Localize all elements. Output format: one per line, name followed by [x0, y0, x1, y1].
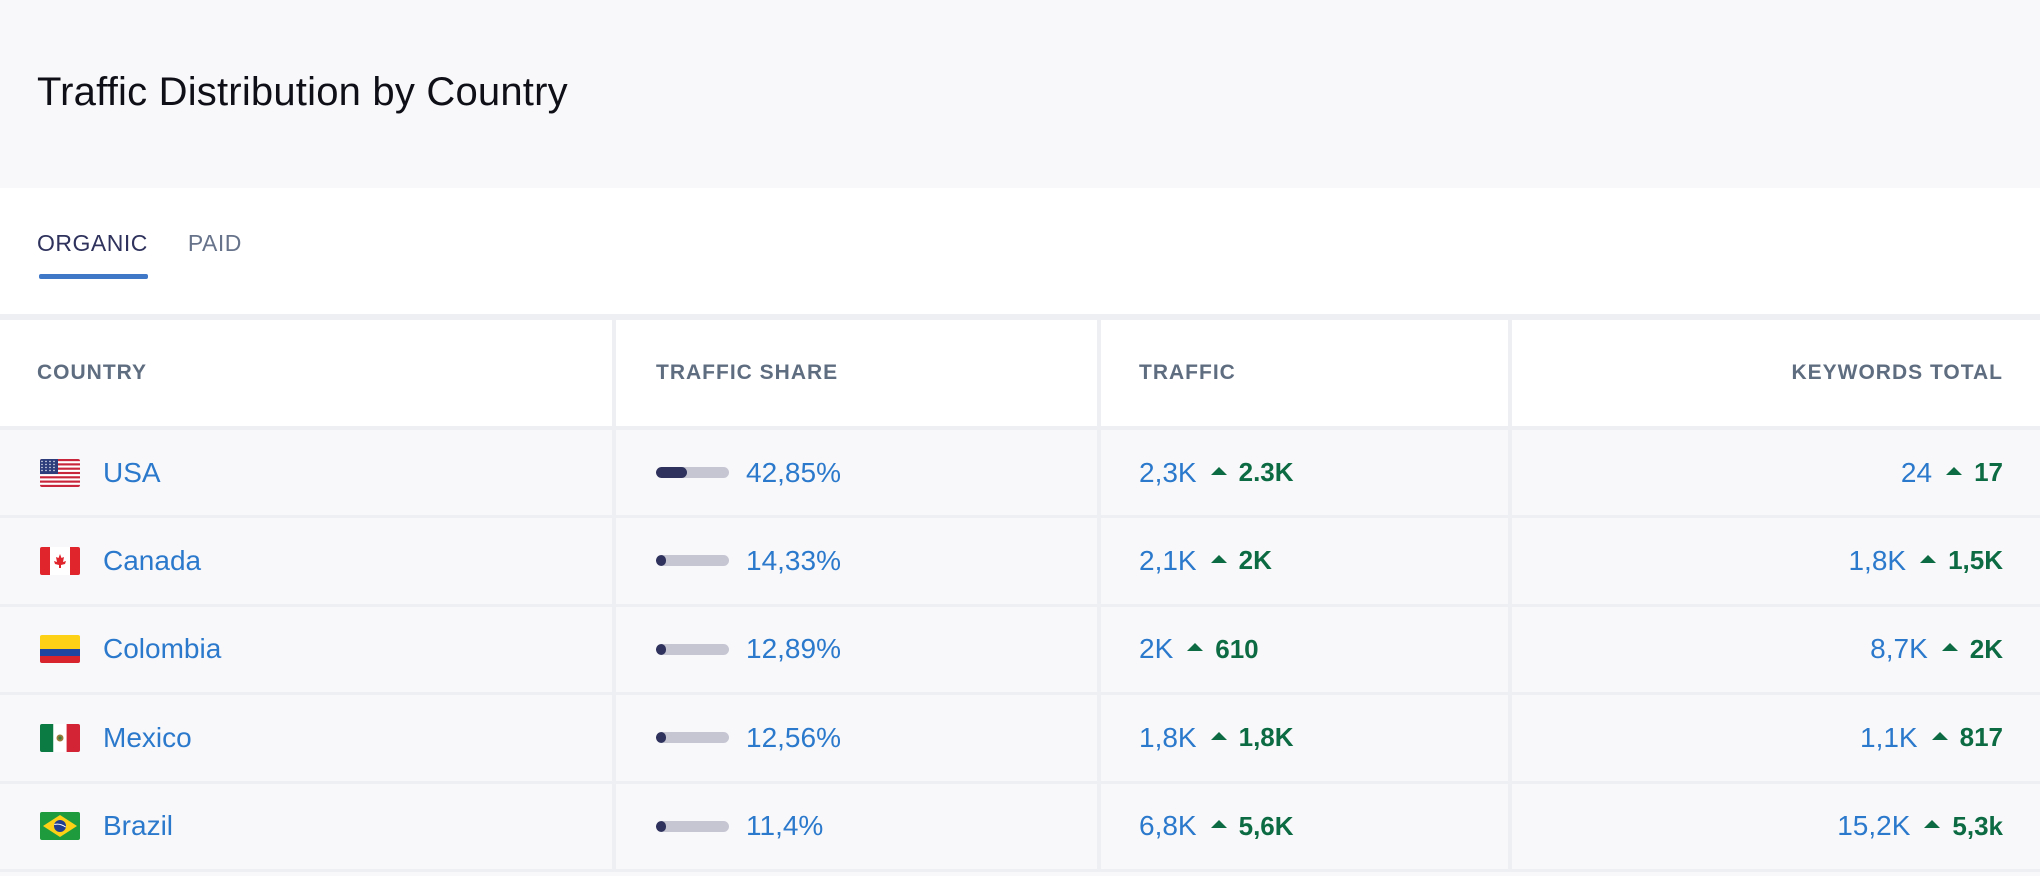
- card-header: Traffic Distribution by Country: [0, 0, 2040, 188]
- traffic-value[interactable]: 6,8K: [1139, 810, 1197, 842]
- traffic-cell: 2,1K 2K: [1099, 516, 1512, 607]
- country-cell: Mexico: [0, 693, 616, 784]
- table-row: USA 42,85% 2,3K 2.3K 24 17: [0, 428, 2040, 518]
- traffic-share-value[interactable]: 42,85%: [746, 456, 841, 488]
- keywords-total-delta: 17: [1974, 457, 2003, 487]
- traffic-cell: 2K 610: [1099, 605, 1512, 695]
- traffic-share-bar-fill: [656, 643, 667, 655]
- country-cell: Canada: [0, 516, 616, 607]
- traffic-share-value[interactable]: 11,4%: [746, 810, 824, 842]
- keywords-total-value[interactable]: 1,1K: [1860, 721, 1918, 753]
- country-cell: Brazil: [0, 782, 616, 872]
- arrow-up-icon: [1946, 466, 1963, 475]
- traffic-share-bar: [656, 820, 729, 832]
- traffic-share-cell: 42,85%: [614, 428, 1101, 518]
- ca-flag-icon: [40, 546, 80, 575]
- traffic-delta: 1,8K: [1238, 722, 1294, 753]
- traffic-share-bar: [656, 643, 729, 655]
- card-title: Traffic Distribution by Country: [37, 70, 568, 114]
- keywords-total-cell: 15,2K 5,3k: [1510, 782, 2040, 872]
- traffic-delta: 2.3K: [1238, 457, 1294, 487]
- traffic-share-cell: 11,4%: [614, 782, 1101, 872]
- table-row: Brazil 11,4% 6,8K 5,6K 15,2K 5,3k: [0, 782, 2040, 872]
- table-row: Mexico 12,56% 1,8K 1,8K 1,1K 817: [0, 693, 2040, 784]
- arrow-up-icon: [1187, 643, 1204, 652]
- traffic-share-cell: 12,89%: [614, 605, 1101, 695]
- traffic-cell: 2,3K 2.3K: [1099, 428, 1512, 518]
- column-header-keywords-total[interactable]: KEYWORDS TOTAL: [1510, 320, 2040, 430]
- country-link[interactable]: Colombia: [103, 633, 222, 665]
- keywords-total-cell: 8,7K 2K: [1510, 605, 2040, 695]
- traffic-share-bar: [656, 467, 729, 478]
- keywords-total-cell: 1,1K 817: [1510, 693, 2040, 784]
- traffic-share-cell: 12,56%: [614, 693, 1101, 784]
- traffic-cell: 1,8K 1,8K: [1099, 693, 1512, 784]
- traffic-share-bar: [656, 555, 729, 567]
- arrow-up-icon: [1210, 731, 1227, 740]
- traffic-share-bar: [656, 732, 729, 744]
- traffic-value[interactable]: 2,1K: [1139, 544, 1197, 576]
- keywords-total-value[interactable]: 15,2K: [1837, 810, 1911, 842]
- mx-flag-icon: [40, 723, 80, 752]
- country-cell: Colombia: [0, 605, 616, 695]
- traffic-cell: 6,8K 5,6K: [1099, 782, 1512, 872]
- keywords-total-cell: 24 17: [1510, 428, 2040, 518]
- keywords-total-delta: 2K: [1969, 633, 2003, 664]
- keywords-total-delta: 5,3k: [1952, 810, 2003, 841]
- arrow-up-icon: [1924, 820, 1941, 829]
- country-link[interactable]: Brazil: [103, 810, 174, 842]
- table-row: Canada 14,33% 2,1K 2K 1,8K 1,5K: [0, 516, 2040, 607]
- traffic-delta: 5,6K: [1238, 810, 1294, 841]
- traffic-share-cell: 14,33%: [614, 516, 1101, 607]
- keywords-total-value[interactable]: 24: [1900, 456, 1933, 488]
- keywords-total-value[interactable]: 1,8K: [1848, 544, 1907, 576]
- traffic-share-bar-fill: [656, 820, 667, 832]
- us-flag-icon: [40, 458, 80, 487]
- column-header-traffic-share[interactable]: TRAFFIC SHARE: [614, 320, 1101, 430]
- traffic-value[interactable]: 2K: [1139, 633, 1174, 665]
- traffic-share-bar-fill: [656, 555, 667, 567]
- traffic-value[interactable]: 1,8K: [1139, 721, 1197, 753]
- keywords-total-delta: 1,5K: [1948, 545, 2003, 576]
- traffic-delta: 2K: [1238, 545, 1272, 576]
- co-flag-icon: [40, 635, 80, 664]
- country-table: COUNTRY TRAFFIC SHARE TRAFFIC KEYWORDS T…: [0, 320, 2040, 872]
- traffic-share-bar-fill: [656, 467, 688, 478]
- tab-paid[interactable]: PAID: [187, 230, 242, 256]
- country-cell: USA: [0, 428, 616, 518]
- traffic-delta: 610: [1215, 633, 1259, 664]
- keywords-total-value[interactable]: 8,7K: [1870, 633, 1928, 665]
- column-header-country[interactable]: COUNTRY: [0, 320, 616, 430]
- traffic-share-value[interactable]: 12,56%: [746, 721, 841, 753]
- tab-bar: ORGANIC PAID: [0, 188, 2040, 320]
- keywords-total-delta: 817: [1959, 722, 2003, 753]
- traffic-share-bar-fill: [656, 732, 667, 744]
- country-link[interactable]: USA: [103, 456, 161, 488]
- arrow-up-icon: [1210, 466, 1227, 475]
- keywords-total-cell: 1,8K 1,5K: [1510, 516, 2040, 607]
- arrow-up-icon: [1931, 731, 1948, 740]
- traffic-share-value[interactable]: 12,89%: [746, 633, 841, 665]
- table-header-row: COUNTRY TRAFFIC SHARE TRAFFIC KEYWORDS T…: [0, 320, 2040, 430]
- tab-organic[interactable]: ORGANIC: [37, 188, 148, 279]
- country-link[interactable]: Canada: [103, 544, 202, 576]
- country-link[interactable]: Mexico: [103, 721, 192, 753]
- br-flag-icon: [40, 812, 80, 841]
- arrow-up-icon: [1941, 643, 1958, 652]
- table-row: Colombia 12,89% 2K 610 8,7K 2K: [0, 605, 2040, 695]
- arrow-up-icon: [1920, 554, 1937, 563]
- column-header-traffic[interactable]: TRAFFIC: [1099, 320, 1512, 430]
- traffic-share-value[interactable]: 14,33%: [746, 544, 841, 576]
- arrow-up-icon: [1210, 554, 1227, 563]
- arrow-up-icon: [1210, 820, 1227, 829]
- traffic-value[interactable]: 2,3K: [1139, 456, 1197, 488]
